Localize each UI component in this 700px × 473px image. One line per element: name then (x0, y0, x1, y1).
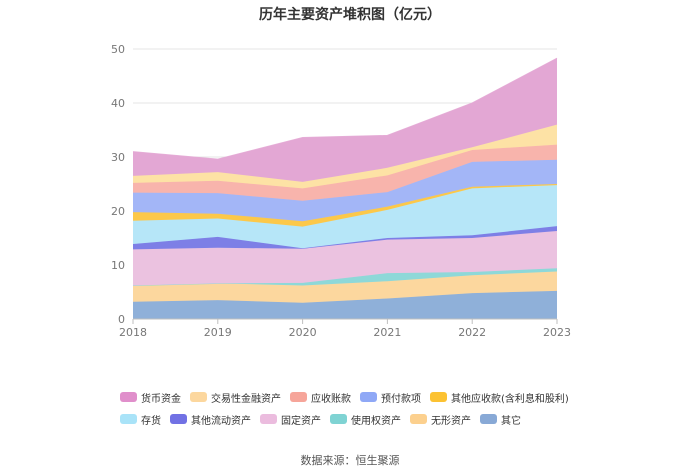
area-series-其他流动资产 (133, 226, 557, 250)
legend-swatch (430, 392, 447, 402)
legend-item[interactable]: 无形资产 (410, 412, 471, 427)
legend-item[interactable]: 存货 (120, 412, 161, 427)
legend-swatch (410, 414, 427, 424)
area-edge-货币资金 (132, 57, 558, 160)
y-tick-label: 30 (111, 151, 125, 164)
legend-swatch (190, 392, 207, 402)
legend-swatch (170, 414, 187, 424)
legend-swatch (260, 414, 277, 424)
legend-swatch (480, 414, 497, 424)
legend: 货币资金 交易性金融资产 应收账款 预付款项 其他应收款(含利息和股利) 存货 其他流动资… (120, 386, 590, 430)
x-tick-label: 2021 (373, 326, 401, 339)
legend-label: 其他应收款(含利息和股利) (451, 393, 569, 405)
legend-label: 应收账款 (311, 393, 351, 405)
legend-row: 货币资金 交易性金融资产 应收账款 预付款项 其他应收款(含利息和股利) (120, 386, 590, 408)
legend-item[interactable]: 其他应收款(含利息和股利) (430, 390, 569, 405)
area-series-无形资产 (133, 271, 557, 303)
x-tick-label: 2020 (289, 326, 317, 339)
legend-row: 存货 其他流动资产 固定资产 使用权资产 无形资产 其它 (120, 408, 590, 430)
area-series-货币资金 (133, 58, 557, 182)
legend-item[interactable]: 固定资产 (260, 412, 321, 427)
area-series-固定资产 (133, 230, 557, 286)
legend-item[interactable]: 应收账款 (290, 390, 351, 405)
y-tick-label: 10 (111, 259, 125, 272)
y-tick-label: 50 (111, 43, 125, 56)
legend-label: 使用权资产 (351, 415, 401, 427)
legend-swatch (120, 392, 137, 402)
x-tick-label: 2019 (204, 326, 232, 339)
chart-title: 历年主要资产堆积图（亿元） (259, 6, 441, 23)
area-series-存货 (133, 185, 557, 249)
axis-layer: 0 10 20 30 40 50 2018 2019 2020 2021 2022 2023 (111, 43, 571, 339)
legend-item[interactable]: 其他流动资产 (170, 412, 251, 427)
legend-item[interactable]: 货币资金 (120, 390, 181, 405)
data-source: 数据来源：恒生聚源 (300, 454, 400, 467)
legend-label: 交易性金融资产 (211, 393, 281, 405)
legend-item[interactable]: 使用权资产 (330, 412, 401, 427)
area-series-交易性金融资产 (133, 124, 557, 189)
area-series-应收账款 (133, 144, 557, 201)
legend-item[interactable]: 预付款项 (360, 390, 421, 405)
legend-swatch (330, 414, 347, 424)
legend-label: 固定资产 (281, 415, 321, 427)
x-tick-label: 2023 (543, 326, 571, 339)
legend-swatch (120, 414, 137, 424)
legend-label: 其它 (501, 415, 521, 427)
legend-label: 无形资产 (431, 415, 471, 427)
area-edge-固定资产 (132, 230, 558, 250)
x-tick-label: 2022 (458, 326, 486, 339)
area-series-预付款项 (133, 159, 557, 222)
y-tick-label: 40 (111, 97, 125, 110)
x-tick-label: 2018 (119, 326, 147, 339)
legend-label: 存货 (141, 415, 161, 427)
area-series-其它 (133, 290, 557, 319)
legend-item[interactable]: 交易性金融资产 (190, 390, 281, 405)
legend-label: 其他流动资产 (191, 415, 251, 427)
legend-swatch (290, 392, 307, 402)
legend-swatch (360, 392, 377, 402)
legend-item[interactable]: 其它 (480, 412, 521, 427)
legend-label: 预付款项 (381, 393, 421, 405)
legend-label: 货币资金 (141, 393, 181, 405)
y-tick-label: 0 (118, 313, 125, 326)
y-tick-label: 20 (111, 205, 125, 218)
area-layer (132, 57, 558, 319)
